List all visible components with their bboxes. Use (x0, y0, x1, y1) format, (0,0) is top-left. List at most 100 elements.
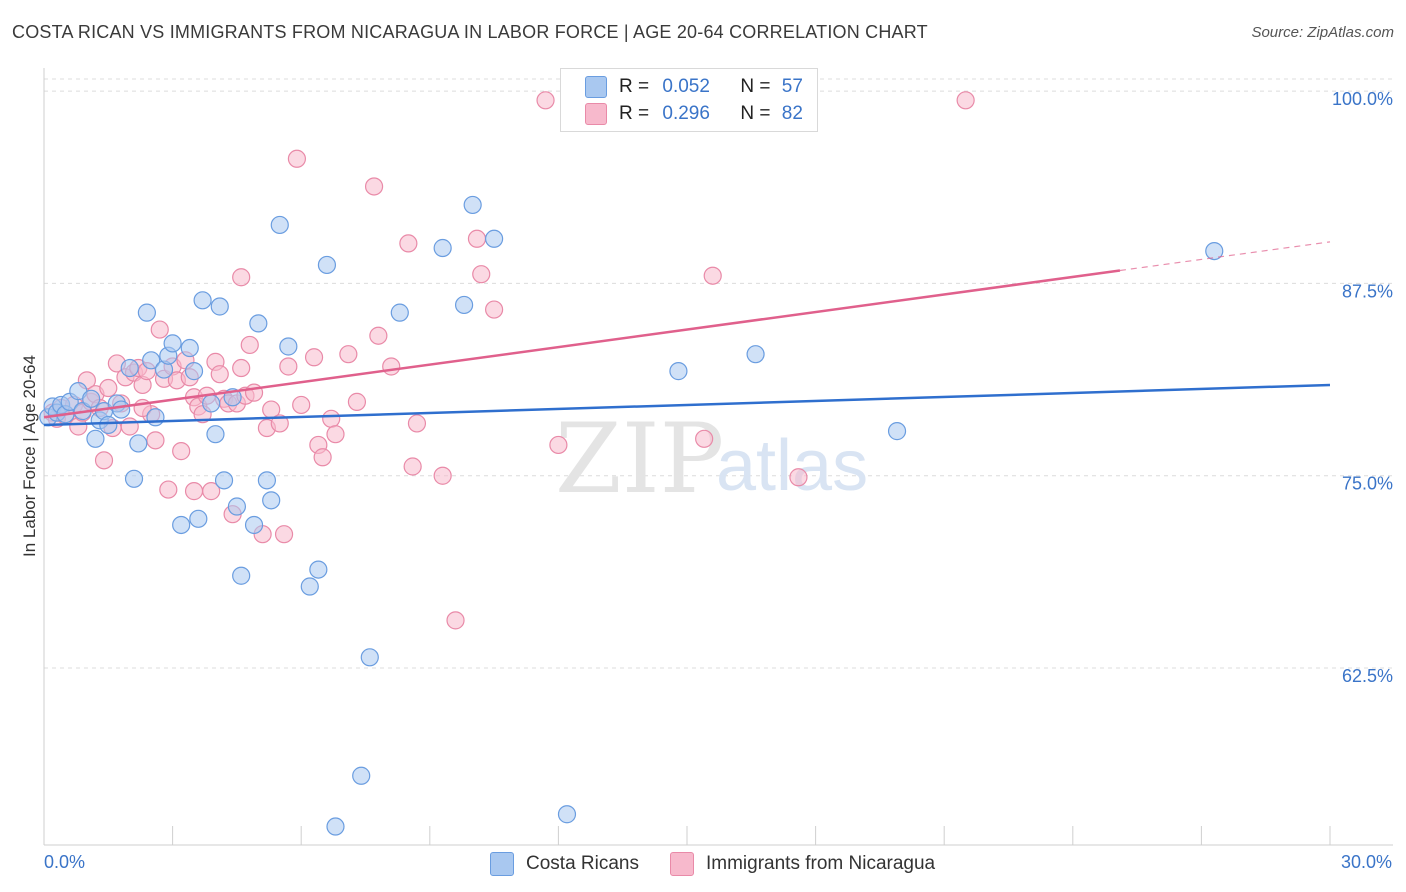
trend-line-nicaragua (43, 269, 1121, 419)
watermark-zip: ZIP (555, 403, 724, 515)
costa-rican-point (317, 255, 337, 275)
costa-rican-point (163, 334, 182, 353)
legend-n-label: N = (740, 76, 776, 97)
costa-rican-point (99, 415, 118, 435)
legend-n-value: 57 (781, 76, 803, 97)
nicaragua-point (313, 448, 332, 467)
legend-n-label: N = (740, 103, 776, 124)
costa-rican-point (172, 515, 191, 535)
axes (43, 68, 1393, 846)
costa-rican-point (146, 408, 165, 427)
nicaragua-point (485, 300, 504, 319)
nicaragua-point (184, 482, 204, 501)
chart-source: Source: ZipAtlas.com (1251, 24, 1394, 41)
legend-r-label: R = (619, 76, 655, 97)
watermark-atlas: atlas (716, 426, 868, 506)
costa-rican-point (433, 238, 452, 258)
nicaragua-point (322, 409, 341, 428)
nicaragua-point (232, 268, 251, 287)
costa-rican-point (309, 560, 328, 579)
costa-rican-point (180, 338, 199, 358)
costa-rican-point (227, 497, 246, 516)
costa-rican-point (257, 471, 277, 490)
bottom-legend: Costa Ricans Immigrants from Nicaragua (0, 852, 1406, 878)
nicaragua-point (549, 435, 568, 455)
bottom-legend-nicaragua: Immigrants from Nicaragua (670, 852, 935, 876)
legend-n-value: 82 (781, 103, 803, 124)
nicaragua-point (364, 177, 384, 196)
legend-swatch-blue (585, 76, 607, 98)
nicaragua-point (695, 429, 714, 448)
y-tick-label: 62.5% (1342, 666, 1393, 686)
nicaragua-point (287, 149, 307, 168)
nicaragua-point (956, 91, 975, 110)
nicaragua-point (240, 335, 259, 355)
nicaragua-point (172, 442, 191, 461)
costa-rican-point (887, 422, 907, 441)
costa-rican-point (124, 469, 144, 488)
costa-rican-point (669, 362, 688, 381)
nicaragua-point (94, 451, 114, 470)
costa-rican-point (300, 577, 319, 596)
costa-rican-point (1205, 241, 1224, 261)
nicaragua-point (146, 431, 165, 450)
nicaragua-point (407, 414, 427, 433)
data-points (39, 91, 1224, 836)
costa-rican-point (210, 297, 229, 316)
y-tick-label: 100.0% (1332, 89, 1393, 109)
costa-rican-point (557, 805, 577, 824)
nicaragua-point (304, 348, 324, 367)
costa-rican-point (244, 515, 264, 535)
nicaragua-point (399, 234, 418, 253)
trend-line-nicaragua-extension (1119, 241, 1331, 272)
costa-rican-point (485, 229, 504, 248)
nicaragua-point (274, 525, 294, 544)
nicaragua-point (789, 468, 808, 487)
nicaragua-point (279, 357, 298, 376)
costa-rican-point (352, 766, 371, 785)
bottom-legend-label: Costa Ricans (526, 853, 639, 874)
y-tick-label: 87.5% (1342, 281, 1393, 301)
nicaragua-point (347, 392, 367, 411)
nicaragua-point (382, 357, 401, 376)
costa-rican-point (214, 471, 234, 490)
trend-line-costa-ricans (43, 383, 1331, 427)
costa-rican-point (270, 215, 289, 235)
legend-r-label: R = (619, 103, 655, 124)
nicaragua-point (210, 365, 229, 384)
bottom-legend-swatch-blue (490, 852, 514, 876)
costa-rican-point (193, 291, 212, 310)
nicaragua-point (232, 358, 251, 378)
costa-rican-point (454, 295, 474, 315)
trend-lines (43, 241, 1331, 427)
costa-rican-point (232, 566, 251, 585)
costa-rican-point (390, 303, 409, 322)
nicaragua-point (99, 378, 118, 398)
costa-rican-point (206, 425, 225, 444)
nicaragua-point (120, 417, 139, 436)
nicaragua-point (150, 320, 169, 339)
costa-rican-point (184, 362, 204, 381)
legend-swatch-pink (585, 103, 607, 125)
legend-row-costa-ricans: R = 0.052 N = 57 (585, 74, 803, 100)
bottom-legend-label: Immigrants from Nicaragua (706, 853, 936, 874)
costa-rican-point (262, 491, 281, 510)
nicaragua-point (159, 480, 178, 499)
costa-rican-point (746, 345, 765, 364)
costa-rican-point (202, 394, 221, 413)
legend-r-value: 0.052 (662, 76, 710, 97)
nicaragua-point (292, 395, 311, 415)
costa-rican-point (326, 817, 345, 836)
costa-rican-point (189, 509, 208, 528)
costa-rican-point (142, 351, 161, 370)
costa-rican-point (463, 195, 482, 215)
nicaragua-point (403, 457, 422, 476)
nicaragua-point (467, 229, 487, 248)
bottom-legend-costa-ricans: Costa Ricans (490, 852, 639, 876)
nicaragua-point (446, 611, 465, 630)
y-tick-label: 75.0% (1342, 474, 1393, 494)
watermark: ZIP atlas (555, 403, 868, 515)
costa-rican-point (129, 434, 148, 453)
costa-rican-point (82, 389, 101, 408)
